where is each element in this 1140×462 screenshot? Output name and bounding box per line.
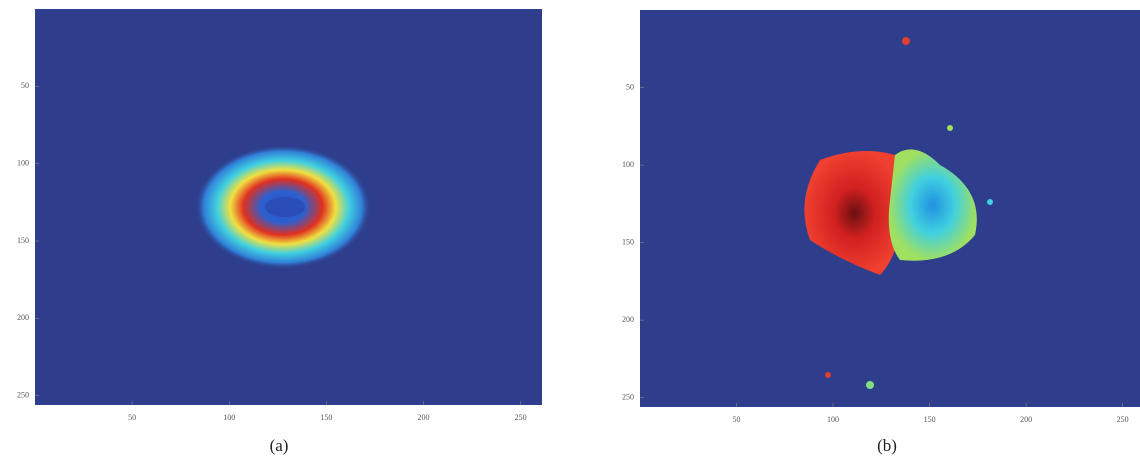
- image-speck: [825, 372, 831, 378]
- y-tick-label: 200: [17, 313, 29, 322]
- y-tick-label: 200: [622, 315, 634, 324]
- x-tick-label: 200: [418, 413, 430, 422]
- image-blob: [888, 149, 977, 261]
- x-tick-label: 250: [1117, 415, 1129, 424]
- x-tick-label: 50: [128, 413, 136, 422]
- x-tick-label: 150: [320, 413, 332, 422]
- y-tick-label: 250: [17, 391, 29, 400]
- panel: 50 100 150 200 250 50 100 150 200 250 (b): [622, 10, 1140, 455]
- y-tick-label: 50: [626, 82, 634, 91]
- y-tick-label: 250: [622, 393, 634, 402]
- y-tick-label: 100: [622, 160, 634, 169]
- image-speck: [987, 199, 993, 205]
- image-blob: [804, 151, 905, 275]
- image-speck: [902, 37, 910, 45]
- image-speck: [947, 125, 953, 131]
- x-tick-label: 250: [515, 413, 527, 422]
- x-tick-label: 50: [733, 415, 741, 424]
- y-tick-label: 150: [17, 236, 29, 245]
- panel: 50 100 150 200 250 50 100 150 200 250 (a): [17, 9, 542, 455]
- y-tick-label: 150: [622, 237, 634, 246]
- caption: (a): [270, 436, 289, 455]
- y-tick-label: 50: [21, 81, 29, 90]
- y-tick-label: 100: [17, 159, 29, 168]
- image-speck: [866, 381, 874, 389]
- x-tick-label: 100: [827, 415, 839, 424]
- x-tick-label: 100: [223, 413, 235, 422]
- caption: (b): [877, 436, 897, 455]
- x-tick-label: 200: [1020, 415, 1032, 424]
- x-tick-label: 150: [924, 415, 936, 424]
- image-blob: [265, 197, 305, 217]
